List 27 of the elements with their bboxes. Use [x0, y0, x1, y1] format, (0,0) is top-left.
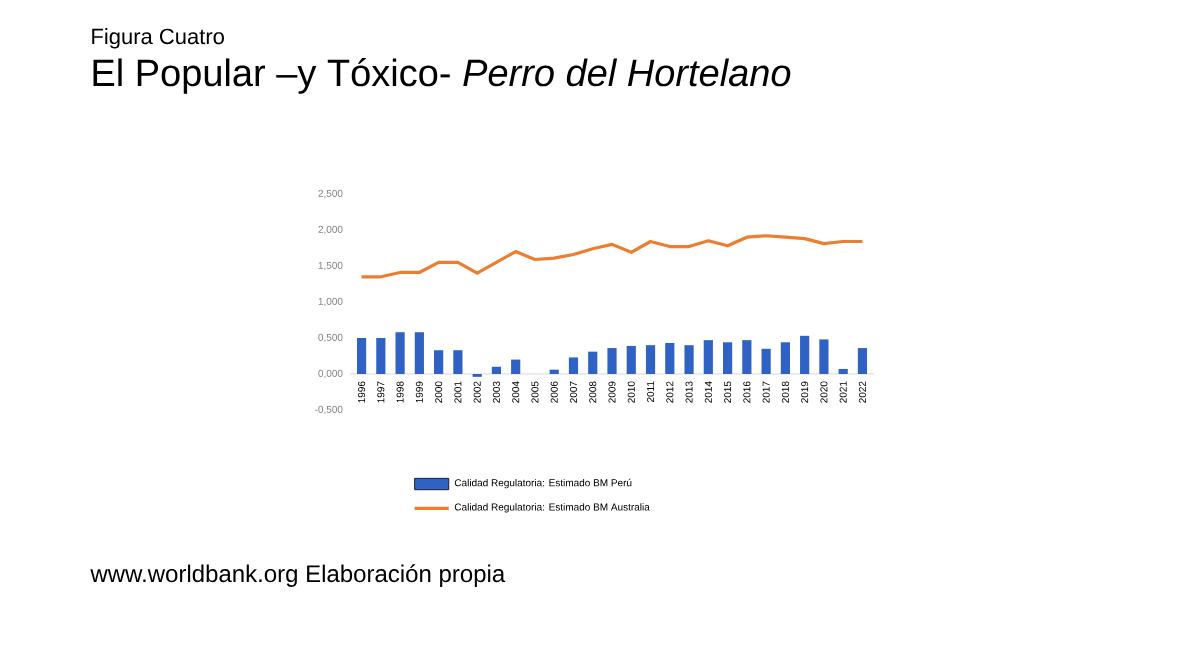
- bar: [703, 340, 713, 374]
- bar: [395, 332, 405, 374]
- bar: [665, 343, 675, 374]
- bar: [453, 350, 463, 374]
- bar: [626, 345, 636, 374]
- bar: [434, 350, 444, 374]
- bar: [684, 345, 694, 374]
- bar: [491, 366, 502, 374]
- bar: [819, 339, 829, 374]
- chart-title: El Popular –y Tóxico- Perro del Hortelano: [93, 58, 791, 94]
- bar: [722, 342, 733, 374]
- bar: [376, 337, 386, 374]
- text: Figura Cuatro: [92, 28, 224, 49]
- bar: [838, 368, 848, 374]
- bar: [645, 345, 656, 374]
- bar: [800, 335, 810, 374]
- bar: [511, 359, 521, 374]
- bar: [857, 348, 868, 374]
- bar: [761, 348, 771, 374]
- bar: [588, 351, 598, 374]
- bar: [356, 337, 367, 374]
- bar: [780, 342, 790, 374]
- bar: [414, 332, 424, 374]
- bar: [742, 340, 752, 374]
- text: www.worldbank.org Elaboración propia: [90, 564, 506, 587]
- bar: [607, 348, 617, 374]
- bar: [568, 357, 579, 374]
